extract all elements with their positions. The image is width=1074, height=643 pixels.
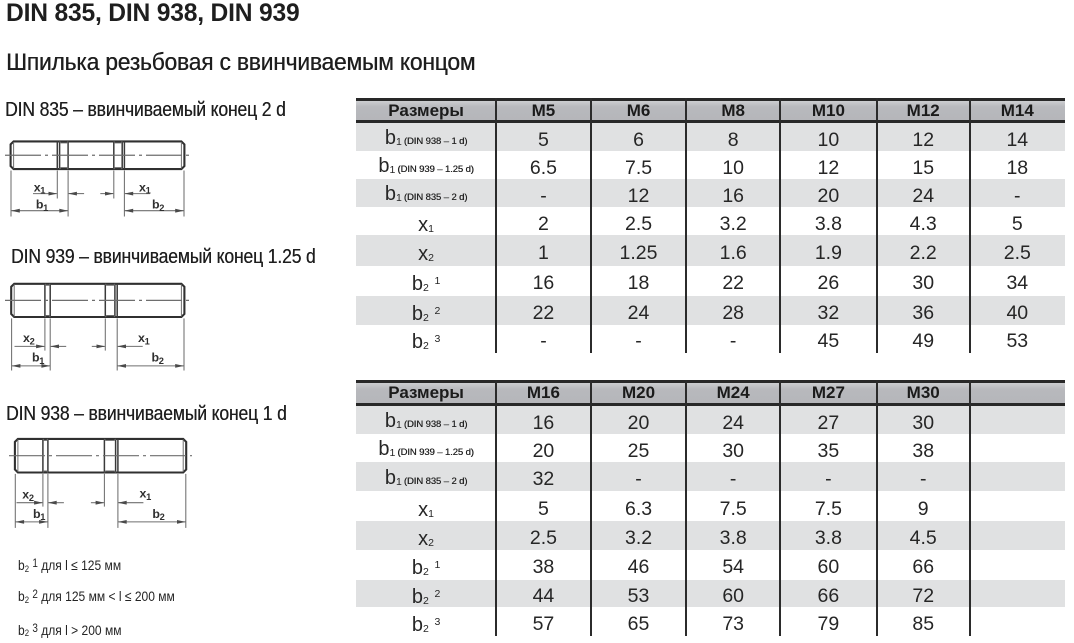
svg-text:x1: x1	[140, 487, 152, 502]
svg-text:x2: x2	[23, 331, 35, 346]
svg-text:x1: x1	[34, 180, 46, 195]
svg-text:x1: x1	[139, 180, 151, 195]
svg-text:b1: b1	[33, 507, 45, 522]
svg-text:b1: b1	[32, 350, 44, 365]
svg-text:b2: b2	[152, 350, 164, 365]
svg-text:x1: x1	[138, 331, 150, 346]
svg-text:b2: b2	[152, 507, 164, 522]
svg-text:b1: b1	[36, 198, 48, 213]
svg-text:x2: x2	[22, 487, 34, 502]
svg-text:b2: b2	[152, 198, 164, 213]
